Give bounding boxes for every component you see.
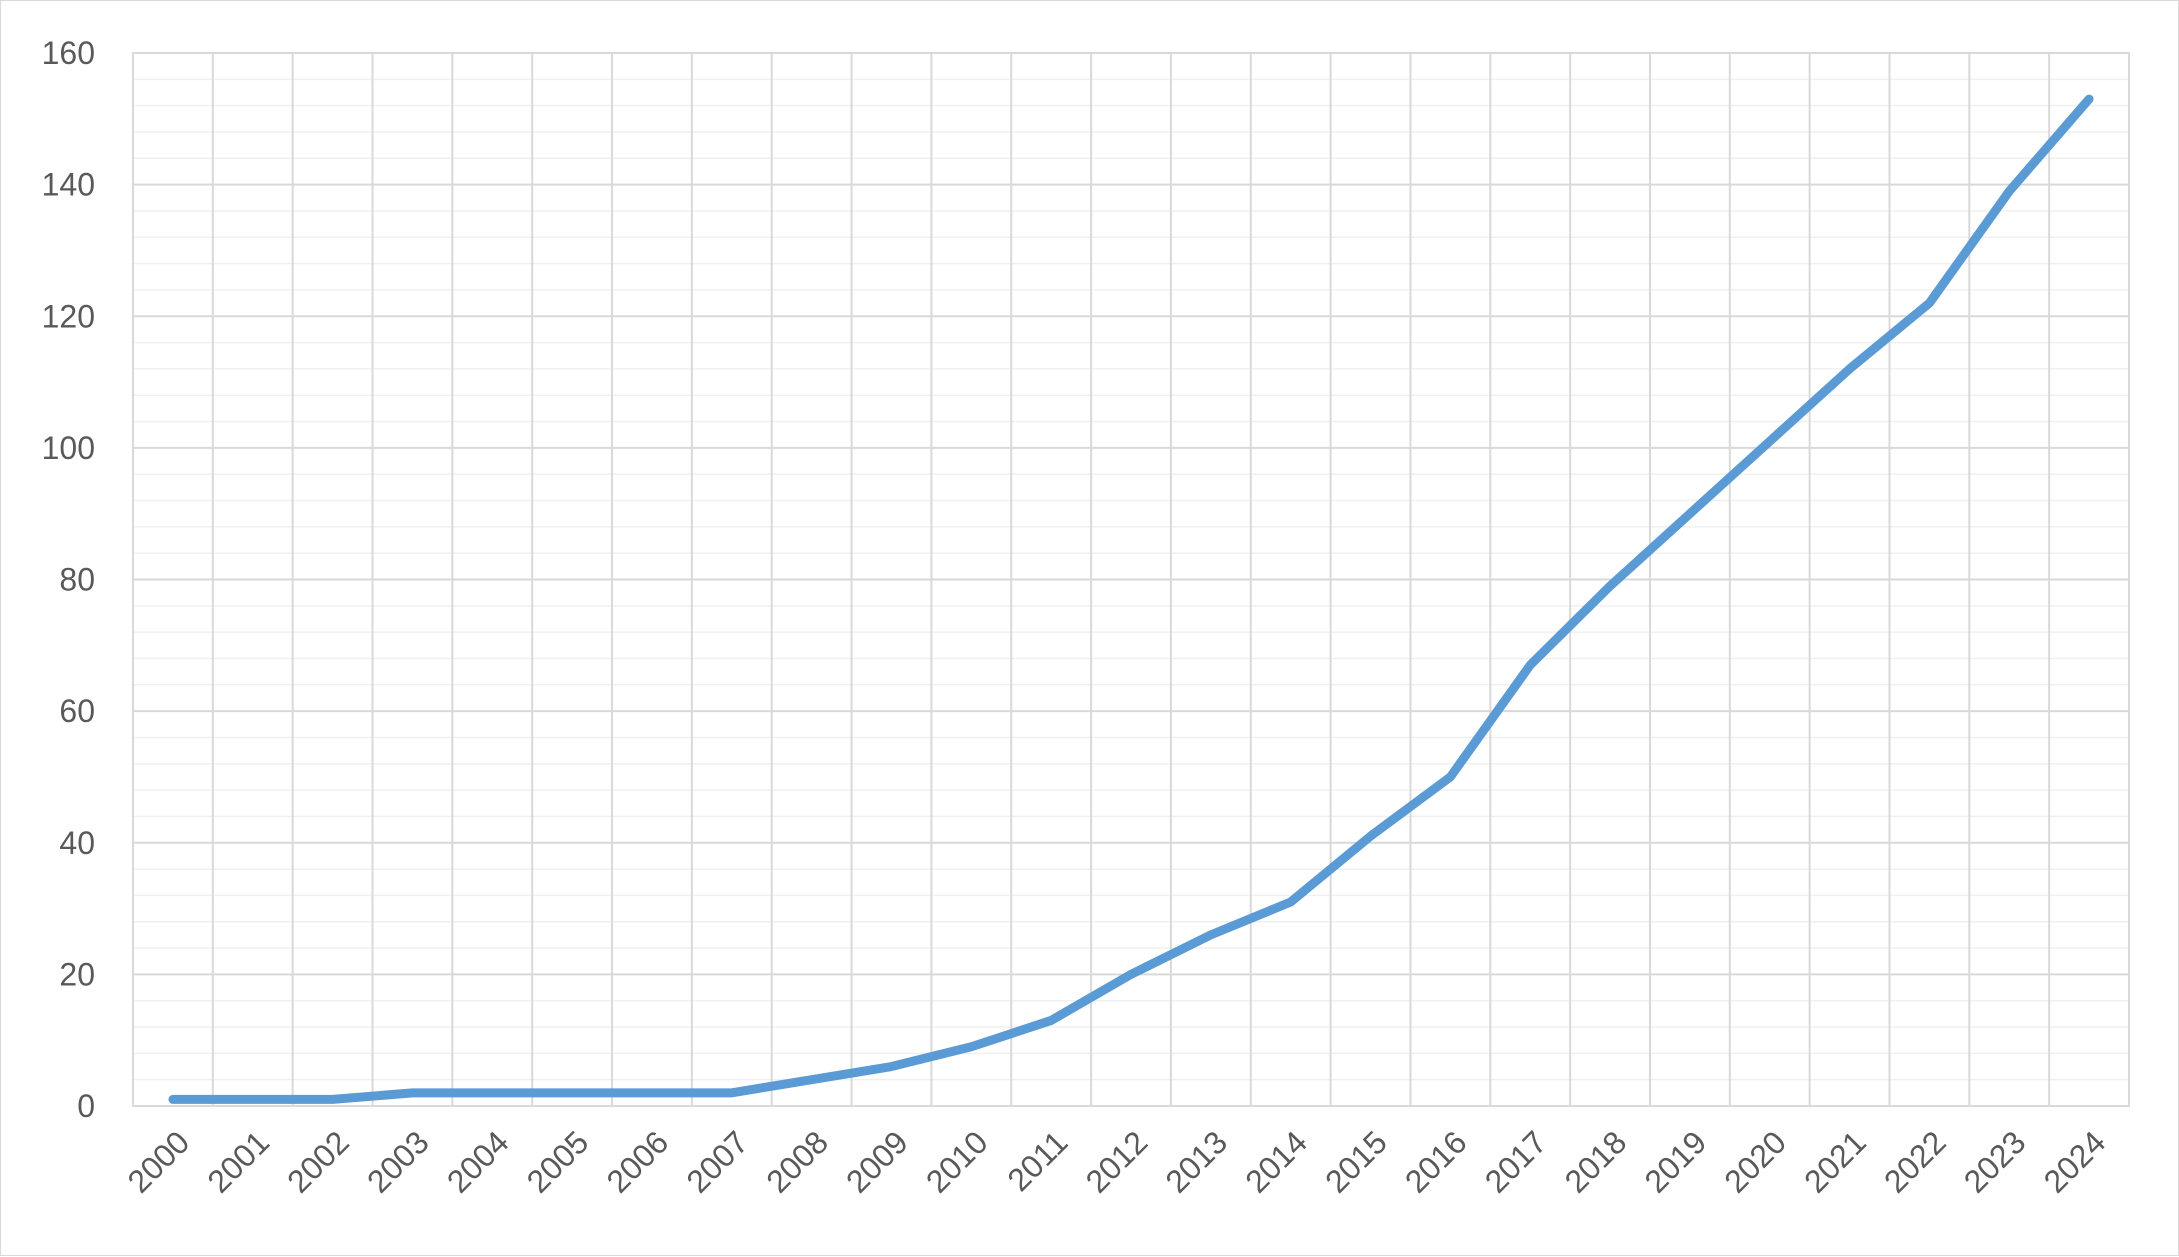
series-line bbox=[168, 94, 2094, 1104]
y-tick-label: 80 bbox=[59, 562, 95, 598]
x-tick-label: 2024 bbox=[2037, 1124, 2113, 1200]
y-tick-label: 100 bbox=[42, 430, 95, 466]
x-tick-label: 2003 bbox=[360, 1124, 436, 1200]
x-tick-label: 2020 bbox=[1717, 1124, 1793, 1200]
x-tick-label: 2019 bbox=[1637, 1124, 1713, 1200]
x-tick-label: 2000 bbox=[120, 1124, 196, 1200]
x-tick-label: 2018 bbox=[1558, 1124, 1634, 1200]
vertical-gridlines bbox=[211, 53, 2051, 1106]
y-tick-label: 140 bbox=[42, 167, 95, 203]
x-tick-label: 2005 bbox=[520, 1124, 596, 1200]
minor-gridlines bbox=[133, 78, 2129, 1081]
x-tick-label: 2002 bbox=[280, 1124, 356, 1200]
x-axis-tick-labels: 2000 2001 2002 2003 2004 2005 2006 2007 2008 2009… bbox=[120, 1124, 2112, 1200]
x-tick-label: 2016 bbox=[1398, 1124, 1474, 1200]
x-tick-label: 2004 bbox=[440, 1124, 516, 1200]
y-tick-label: 160 bbox=[42, 35, 95, 71]
x-tick-label: 2012 bbox=[1079, 1124, 1155, 1200]
x-tick-label: 2009 bbox=[839, 1124, 915, 1200]
x-tick-label: 2010 bbox=[919, 1124, 995, 1200]
x-tick-label: 2013 bbox=[1158, 1124, 1234, 1200]
y-tick-label: 0 bbox=[77, 1088, 95, 1124]
x-tick-label: 2021 bbox=[1797, 1124, 1873, 1200]
y-tick-label: 40 bbox=[59, 825, 95, 861]
x-tick-label: 2014 bbox=[1238, 1124, 1314, 1200]
x-tick-label: 2001 bbox=[200, 1124, 276, 1200]
y-tick-label: 60 bbox=[59, 693, 95, 729]
x-tick-label: 2006 bbox=[600, 1124, 676, 1200]
y-tick-label: 20 bbox=[59, 956, 95, 992]
y-axis-tick-labels: 0 20 40 60 80 100 120 140 160 bbox=[42, 35, 95, 1124]
x-tick-label: 2011 bbox=[1000, 1124, 1074, 1198]
x-tick-label: 2015 bbox=[1318, 1124, 1394, 1200]
x-tick-label: 2007 bbox=[679, 1124, 755, 1200]
x-tick-label: 2022 bbox=[1877, 1124, 1953, 1200]
x-tick-label: 2023 bbox=[1957, 1124, 2033, 1200]
x-tick-label: 2017 bbox=[1478, 1124, 1554, 1200]
x-tick-label: 2008 bbox=[759, 1124, 835, 1200]
y-tick-label: 120 bbox=[42, 298, 95, 334]
plot-area-border bbox=[132, 52, 2130, 1107]
series-layer bbox=[168, 94, 2094, 1104]
